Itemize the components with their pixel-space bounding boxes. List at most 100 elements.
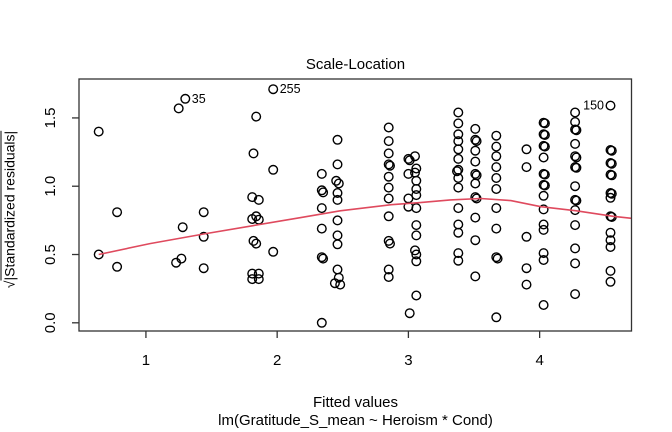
data-point	[606, 158, 617, 169]
data-point	[491, 162, 502, 173]
data-point	[332, 215, 343, 226]
data-point	[452, 166, 463, 177]
outlier-point	[180, 93, 191, 104]
data-point	[539, 118, 550, 129]
data-point	[491, 183, 502, 194]
data-point	[606, 188, 617, 199]
data-point	[470, 168, 481, 179]
data-point	[333, 178, 344, 189]
data-point	[471, 136, 482, 147]
data-point	[539, 141, 550, 152]
data-point	[332, 194, 343, 205]
data-point	[570, 107, 581, 118]
data-point	[112, 261, 123, 272]
data-point	[329, 278, 340, 289]
data-point	[470, 123, 481, 134]
data-point	[570, 138, 581, 149]
data-point	[411, 163, 422, 174]
y-tick-label: 0.5	[42, 244, 59, 265]
data-point	[571, 195, 582, 206]
data-point	[316, 168, 327, 179]
data-point	[521, 231, 532, 242]
data-point	[247, 268, 258, 279]
data-point	[383, 193, 394, 204]
data-point	[247, 274, 258, 285]
data-point	[453, 144, 464, 155]
sqrt-symbol: √	[1, 280, 18, 289]
data-point	[491, 172, 502, 183]
data-point	[521, 279, 532, 290]
outlier-point	[268, 84, 279, 95]
data-point	[383, 211, 394, 222]
data-point	[383, 264, 394, 275]
data-point	[570, 181, 581, 192]
data-point	[248, 235, 259, 246]
data-point	[453, 255, 464, 266]
data-point	[411, 183, 422, 194]
data-point	[383, 159, 394, 170]
data-point	[470, 145, 481, 156]
x-tick-label: 1	[142, 352, 150, 369]
data-point	[538, 152, 549, 163]
data-point	[453, 153, 464, 164]
data-point	[470, 212, 481, 223]
data-point	[251, 238, 262, 249]
data-point	[411, 290, 422, 301]
data-point	[492, 253, 503, 264]
data-point	[268, 246, 279, 257]
data-point	[538, 204, 549, 215]
data-point	[570, 243, 581, 254]
data-point	[173, 103, 184, 114]
data-point	[253, 274, 264, 285]
data-point	[385, 160, 396, 171]
data-point	[335, 279, 346, 290]
data-point	[491, 252, 502, 263]
data-point	[538, 224, 549, 235]
data-point	[491, 141, 502, 152]
smooth-line	[98, 197, 632, 256]
data-point	[491, 312, 502, 323]
data-point	[383, 171, 394, 182]
data-point	[539, 180, 550, 191]
data-point	[253, 194, 264, 205]
data-point	[411, 190, 422, 201]
x-axis-label: Fitted values	[312, 394, 399, 411]
data-point	[570, 289, 581, 300]
data-point	[470, 178, 481, 189]
data-point	[453, 107, 464, 118]
data-point	[605, 235, 616, 246]
data-point	[316, 223, 327, 234]
data-point	[332, 187, 343, 198]
data-point	[605, 192, 616, 203]
data-point	[538, 190, 549, 201]
data-point	[403, 153, 414, 164]
data-point	[411, 175, 422, 186]
data-point	[570, 151, 581, 162]
data-point	[331, 175, 342, 186]
data-point	[112, 207, 123, 218]
data-point	[318, 253, 329, 264]
data-point	[453, 203, 464, 214]
data-point	[538, 300, 549, 311]
data-point	[606, 145, 617, 156]
data-point	[383, 272, 394, 283]
data-point	[332, 264, 343, 275]
data-point	[332, 159, 343, 170]
y-axis-label: √|Standardized residuals|	[2, 110, 21, 310]
data-point	[268, 164, 279, 175]
data-point	[316, 252, 327, 263]
data-point	[410, 245, 421, 256]
data-point	[93, 126, 104, 137]
data-point	[453, 248, 464, 259]
data-point	[470, 156, 481, 167]
data-point	[453, 182, 464, 193]
data-point	[521, 162, 532, 173]
data-point	[383, 148, 394, 159]
data-point	[403, 168, 414, 179]
data-point	[247, 192, 258, 203]
data-point	[570, 258, 581, 269]
plot-title: Scale-Location	[305, 56, 406, 73]
data-point	[410, 151, 421, 162]
data-point	[571, 162, 582, 173]
